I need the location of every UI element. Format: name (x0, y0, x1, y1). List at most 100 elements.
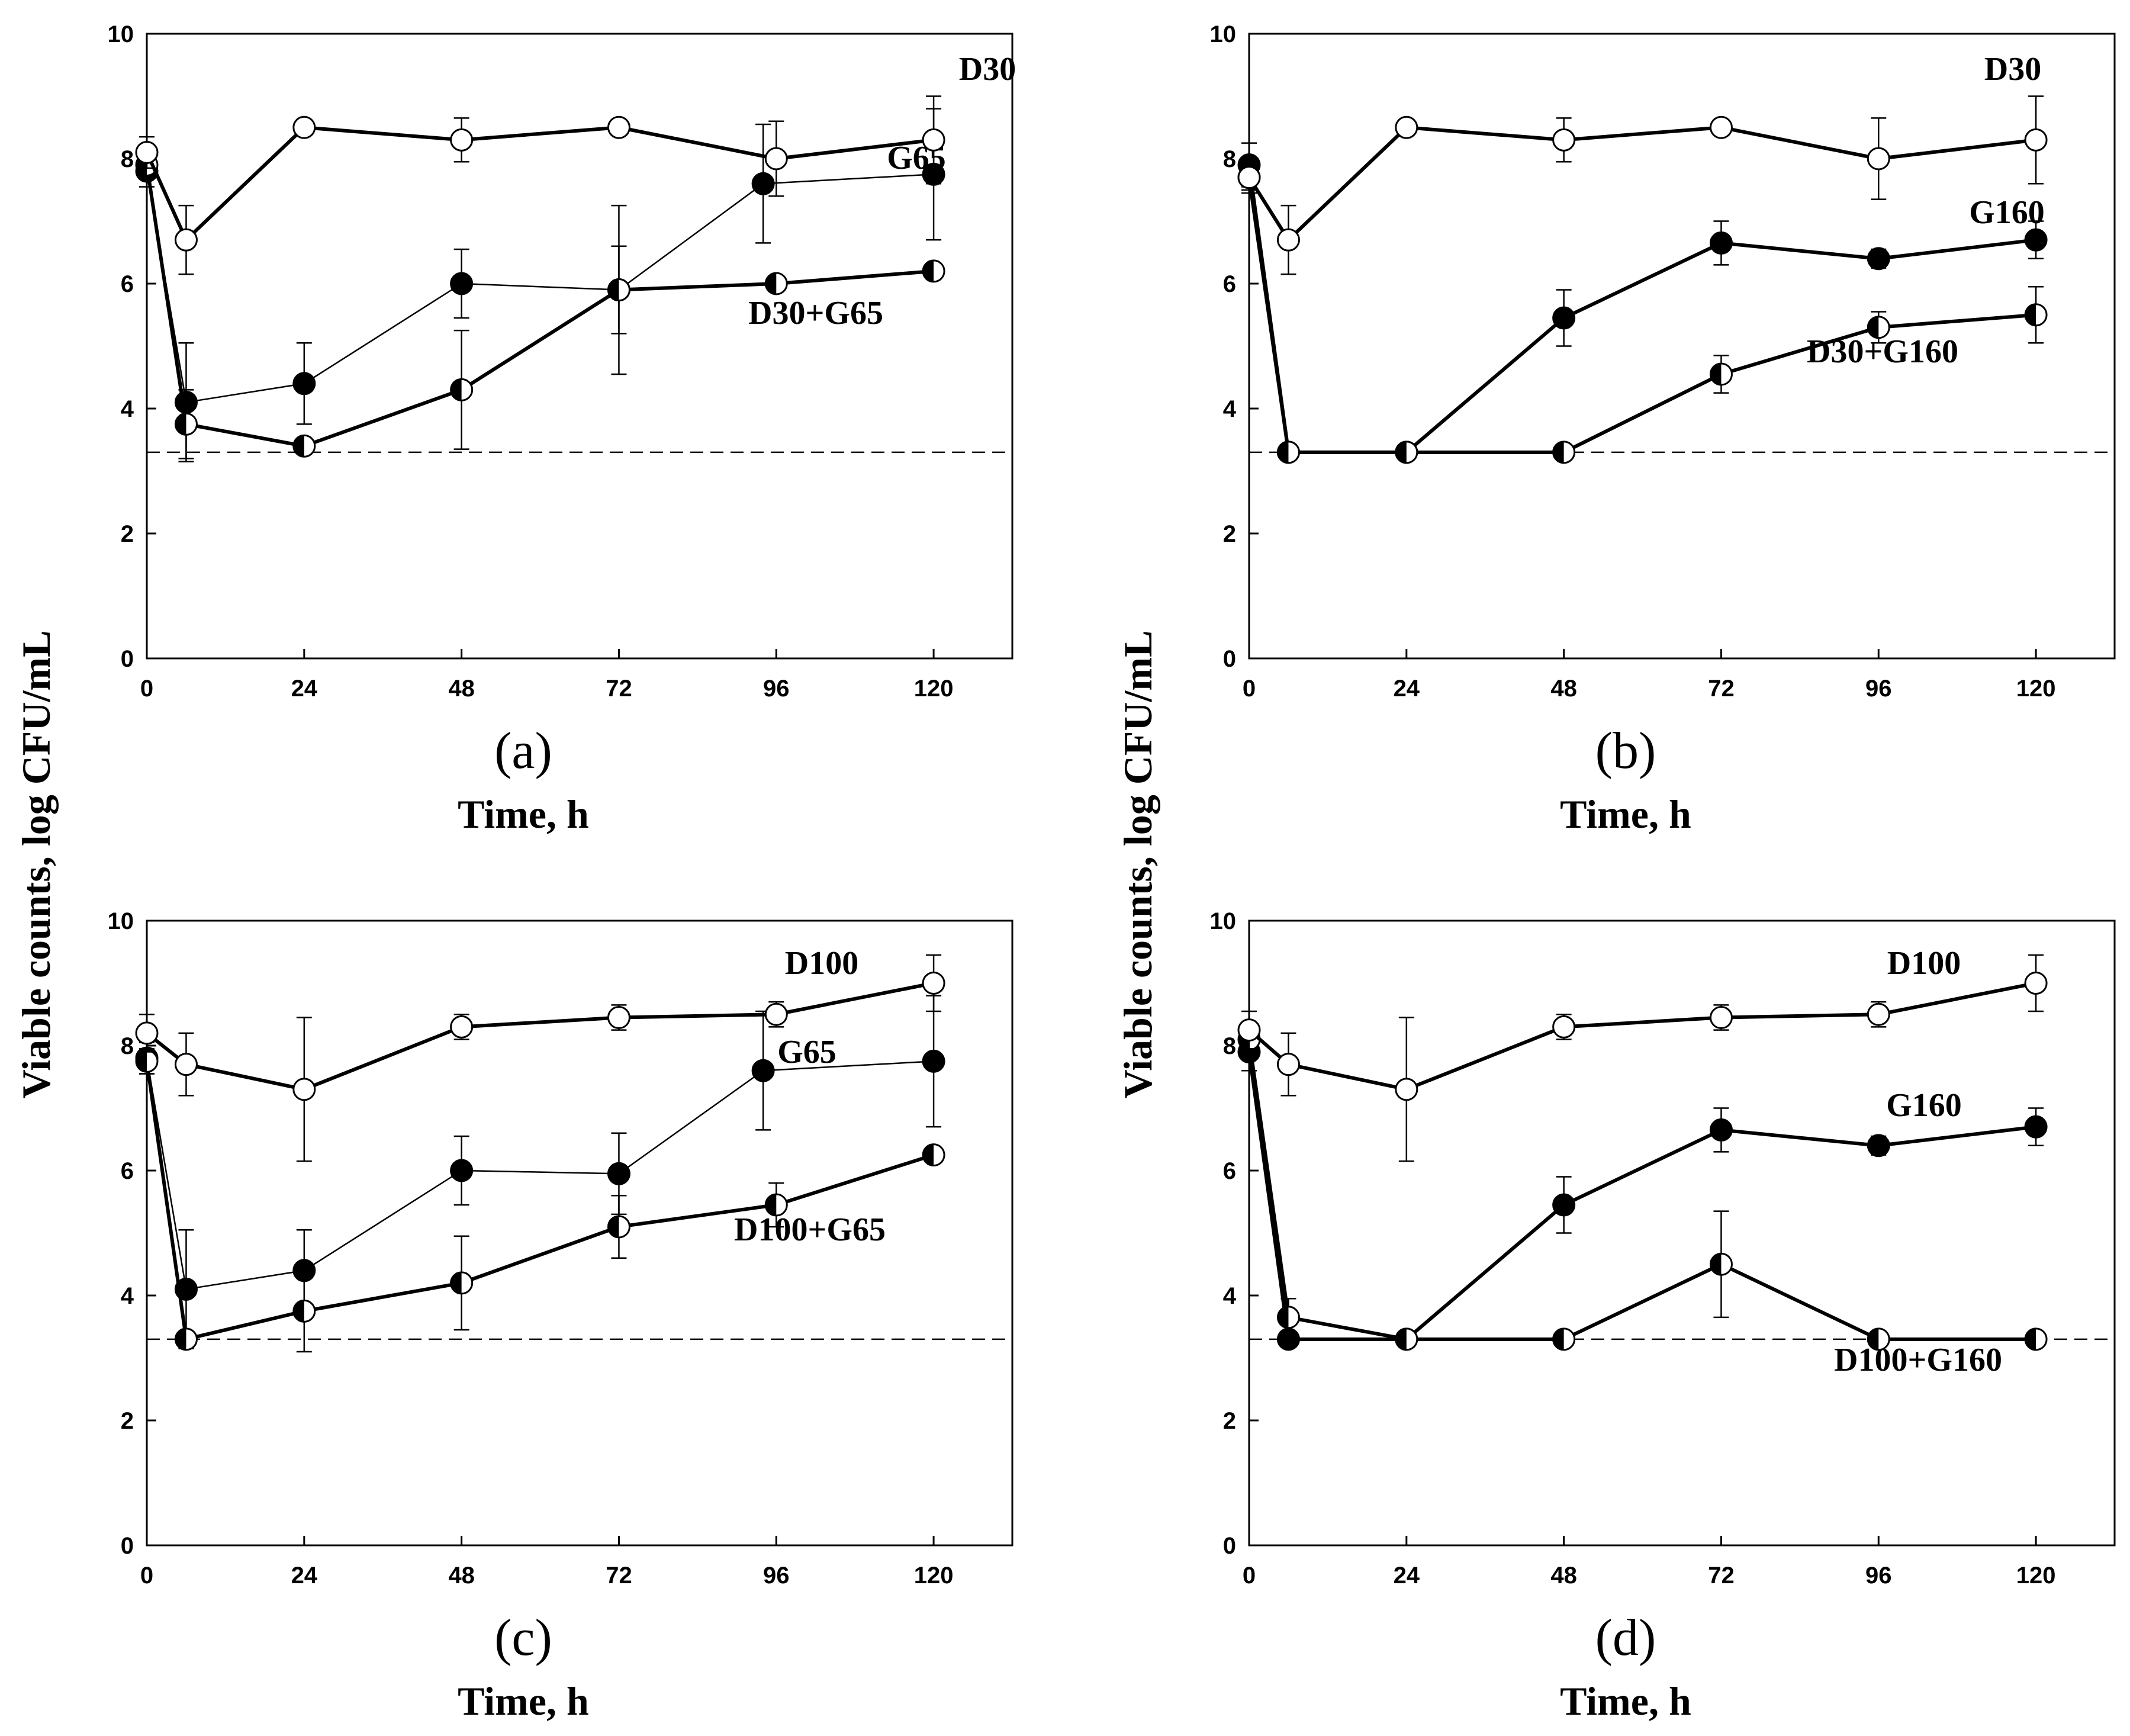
series-D100 (135, 954, 945, 1162)
data-point-half (1395, 441, 1418, 464)
y-tick-label: 4 (121, 396, 134, 422)
data-point-open (174, 1053, 198, 1076)
data-point-filled (450, 1159, 474, 1182)
x-axis-title: Time, h (1560, 792, 1691, 837)
y-tick-label: 10 (108, 21, 134, 47)
data-point-open (292, 1078, 316, 1101)
data-point-filled (1552, 306, 1576, 330)
data-point-open (1709, 1006, 1733, 1030)
data-point-open (1709, 115, 1733, 139)
data-point-half (1709, 1252, 1733, 1276)
series-D30+G160 (1237, 164, 2048, 464)
y-tick-label: 4 (121, 1283, 134, 1309)
x-axis-title: Time, h (458, 792, 589, 837)
x-tick-label: 120 (2016, 676, 2056, 702)
data-point-half (450, 378, 474, 401)
data-point-half (292, 1299, 316, 1323)
data-point-open (922, 128, 945, 152)
data-point-open (607, 115, 630, 139)
y-tick-label: 0 (121, 646, 134, 672)
data-point-half (135, 1049, 159, 1073)
y-axis-title-right: Viable counts, log CFU/mL (1115, 631, 1160, 1099)
data-point-filled (607, 1162, 630, 1185)
data-point-open (450, 1015, 474, 1039)
series-line (145, 1060, 934, 1341)
series-label: D100 (785, 945, 858, 982)
plot-frame (146, 920, 1013, 1547)
y-tick-label: 6 (1223, 271, 1236, 297)
data-point-filled (1552, 1193, 1576, 1217)
x-tick-label: 120 (914, 676, 954, 702)
x-tick-label: 0 (140, 1563, 153, 1589)
data-point-filled (751, 172, 775, 195)
x-tick-label: 48 (448, 676, 475, 702)
y-axis-title-top: Viable counts, log CFU/mL (14, 631, 59, 1099)
series-line (1247, 177, 2036, 454)
x-tick-label: 96 (1865, 1563, 1892, 1589)
y-tick-label: 8 (121, 1033, 134, 1059)
data-point-open (1237, 166, 1261, 189)
x-tick-label: 0 (1243, 676, 1256, 702)
y-tick-label: 8 (1223, 1033, 1236, 1059)
series-D30+G65 (135, 152, 945, 459)
data-point-half (1709, 362, 1733, 386)
data-point-half (607, 1215, 630, 1239)
x-tick-label: 48 (448, 1563, 475, 1589)
plot-frame (146, 33, 1013, 660)
data-point-open (450, 128, 474, 152)
y-tick-label: 4 (1223, 1283, 1237, 1309)
data-point-open (922, 972, 945, 995)
series-label: D30 (959, 51, 1016, 88)
series-line (1247, 126, 2036, 242)
panel-letter: (b) (1595, 722, 1656, 780)
data-point-half (764, 272, 788, 295)
data-point-open (292, 115, 316, 139)
plot-frame (1248, 33, 2116, 660)
data-point-filled (1867, 247, 1890, 271)
x-tick-label: 120 (914, 1563, 954, 1589)
data-point-open (1867, 147, 1890, 171)
data-point-filled (2024, 1115, 2048, 1139)
series-D30 (1237, 95, 2048, 275)
data-point-half (174, 412, 198, 436)
series-label: G160 (1969, 194, 2045, 231)
series-label: D100+G160 (1834, 1342, 2002, 1378)
series-label: D100 (1887, 945, 1961, 982)
y-tick-label: 10 (1210, 21, 1237, 47)
data-point-filled (450, 272, 474, 295)
y-tick-label: 0 (1223, 1533, 1236, 1559)
series-line (145, 126, 934, 242)
data-point-open (1276, 1053, 1300, 1076)
data-point-filled (2024, 228, 2048, 252)
x-tick-label: 0 (140, 676, 153, 702)
x-tick-label: 96 (763, 1563, 790, 1589)
data-point-half (450, 1271, 474, 1295)
data-point-filled (1709, 1118, 1733, 1142)
data-point-open (1395, 115, 1418, 139)
series-line (1247, 165, 2036, 454)
x-tick-label: 96 (1865, 676, 1892, 702)
data-point-half (1552, 1327, 1576, 1351)
data-point-open (1395, 1078, 1418, 1101)
x-tick-label: 96 (763, 676, 790, 702)
panel-letter: (c) (494, 1609, 552, 1667)
data-point-half (922, 1143, 945, 1167)
data-point-open (135, 140, 159, 164)
x-tick-label: 24 (1394, 1563, 1420, 1589)
y-tick-label: 4 (1223, 396, 1237, 422)
data-point-open (764, 1002, 788, 1026)
series-label: D30 (1984, 51, 2041, 88)
series-line (1247, 1039, 2036, 1341)
x-tick-label: 120 (2016, 1563, 2056, 1589)
y-tick-label: 6 (1223, 1158, 1236, 1184)
x-tick-label: 72 (1708, 1563, 1735, 1589)
data-point-half (292, 434, 316, 458)
x-tick-label: 24 (291, 676, 318, 702)
data-point-open (1867, 1002, 1890, 1026)
y-tick-label: 6 (121, 271, 134, 297)
